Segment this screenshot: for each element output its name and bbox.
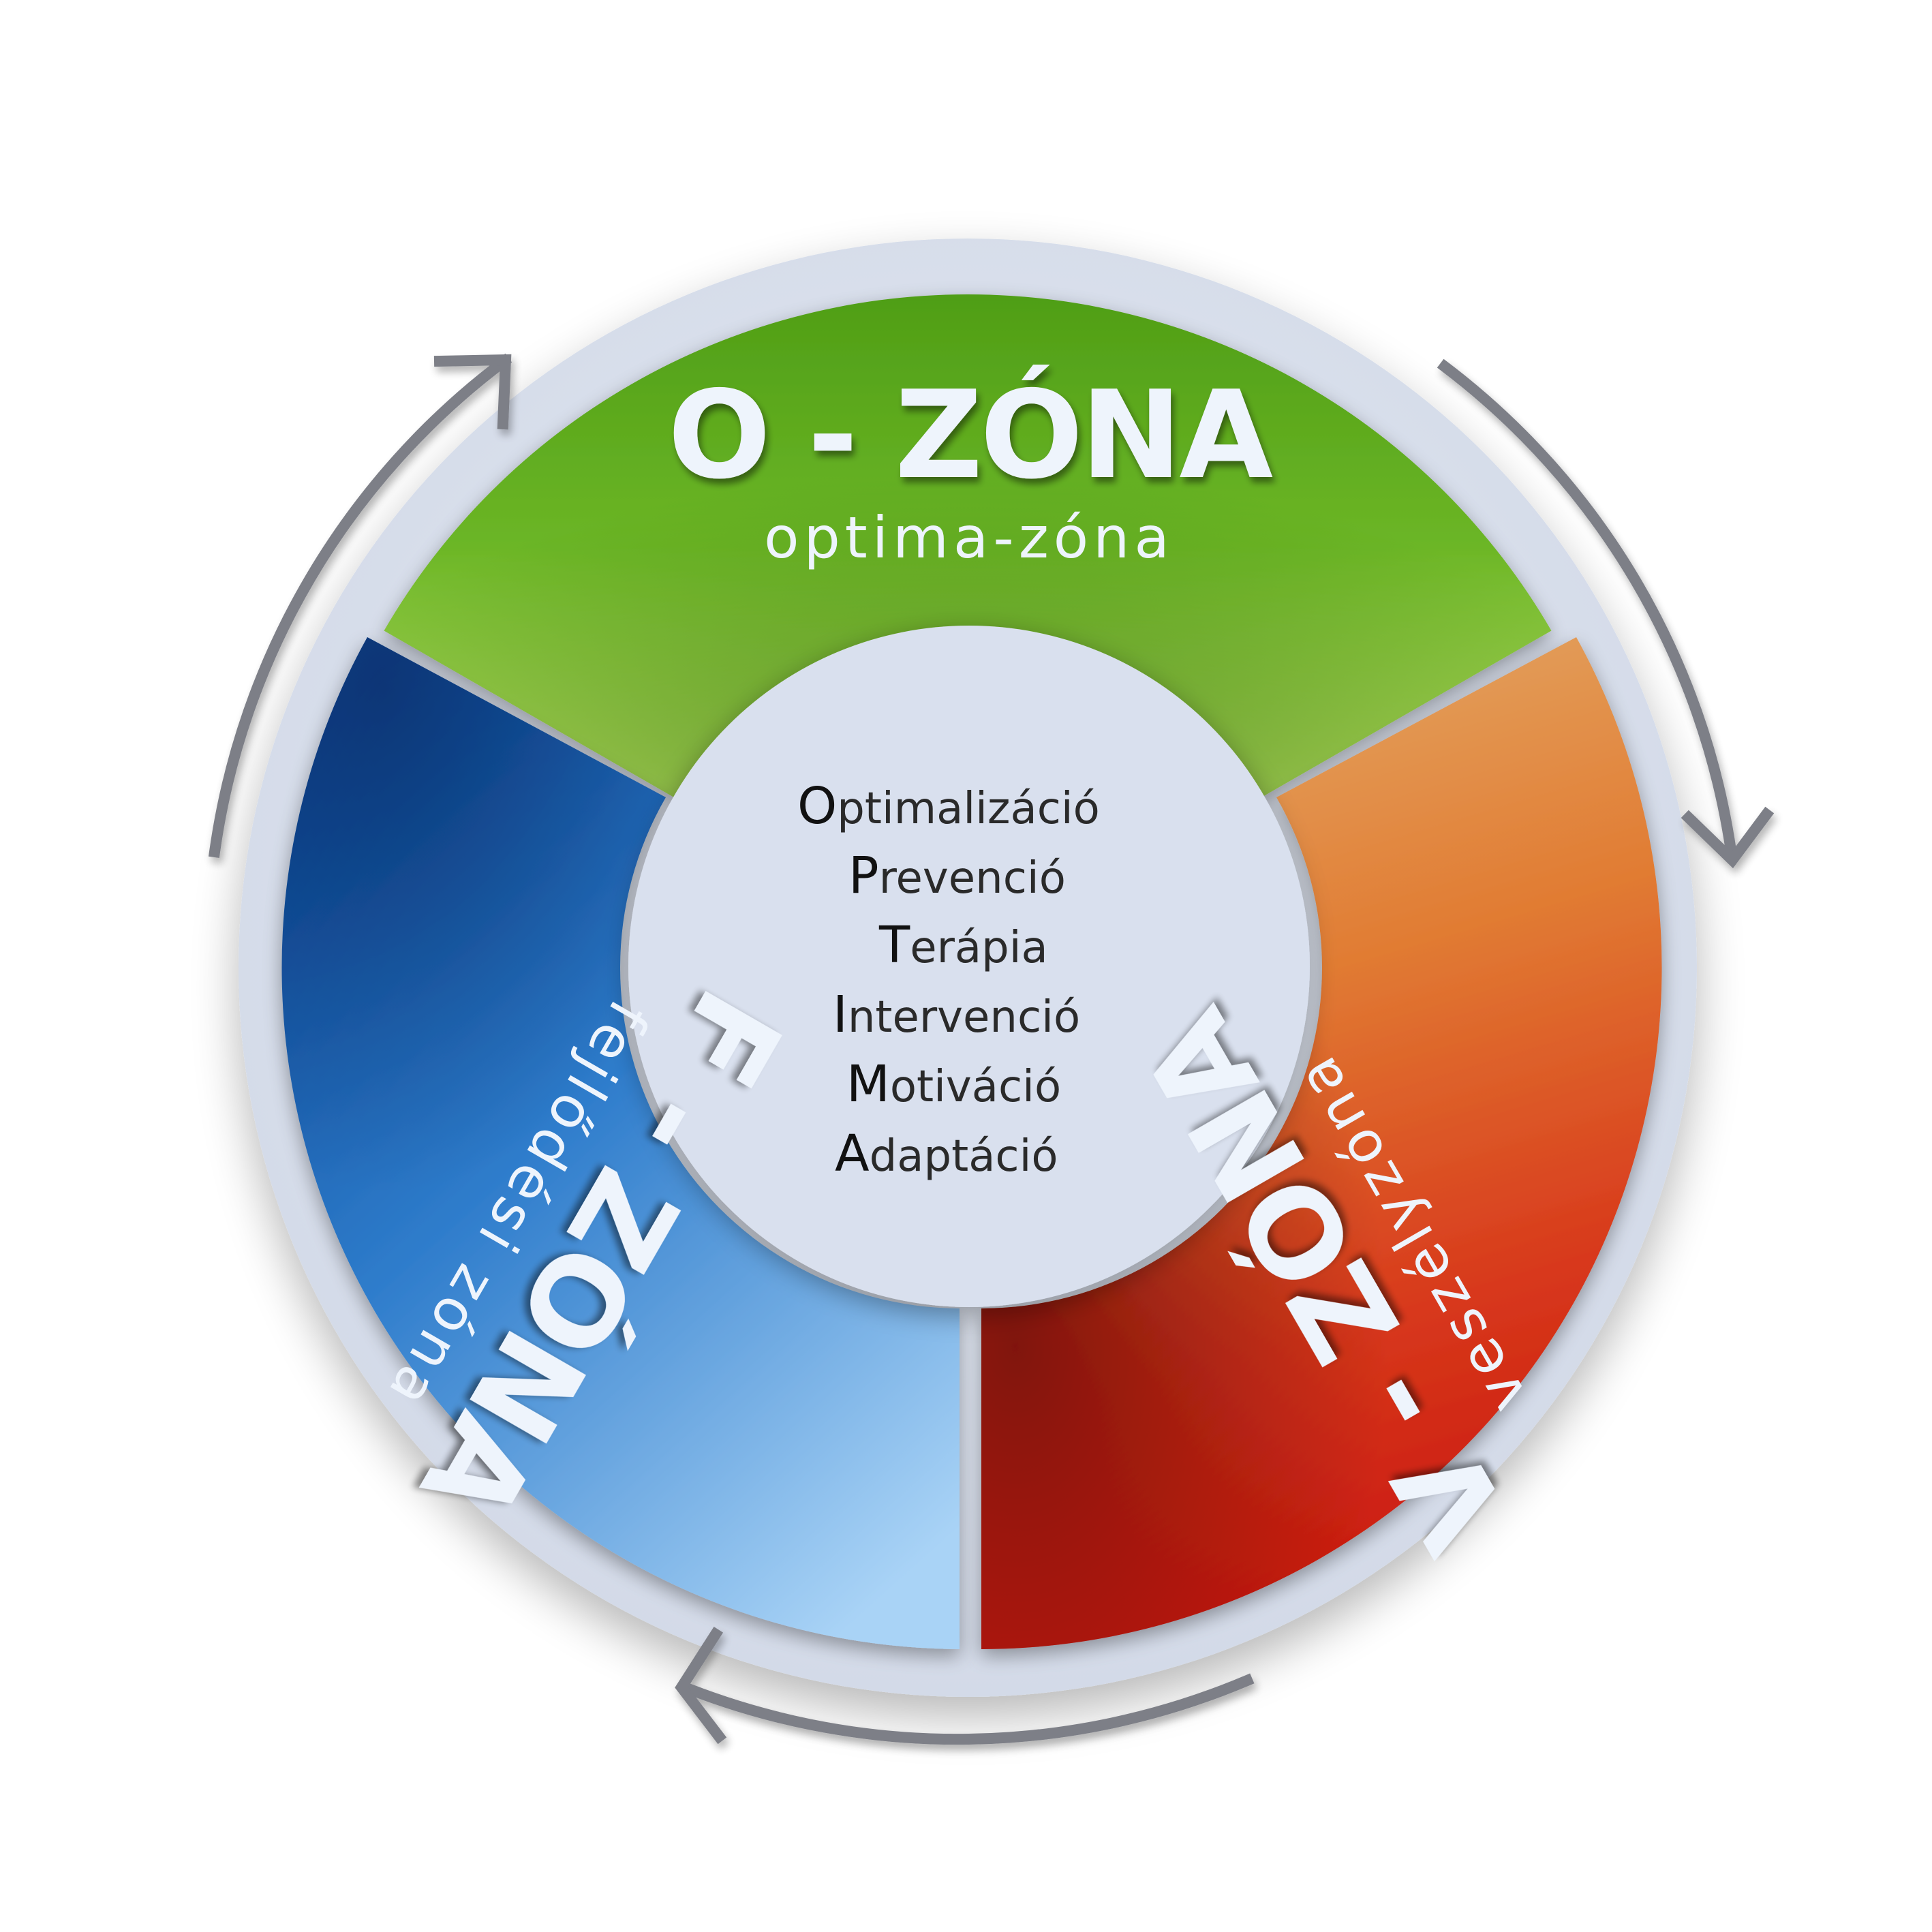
zone-o-title: O - ZÓNA	[668, 365, 1272, 506]
center-circle	[628, 626, 1310, 1307]
zone-o-segment[interactable]	[384, 294, 1552, 799]
zone-o-subtitle: optima-zóna	[764, 504, 1174, 571]
acronym-item: Intervenció	[833, 985, 1080, 1044]
acronym-item: Adaptáció	[835, 1124, 1058, 1183]
acronym-list: Optimalizáció Prevenció Terápia Interven…	[797, 777, 1100, 1183]
cycle-arrow-icon	[675, 1626, 1255, 1745]
cycle-arrow-icon	[208, 353, 512, 859]
zone-v-segment[interactable]	[981, 637, 1662, 1649]
acronym-item: Motiváció	[846, 1055, 1061, 1114]
acronym-item: Prevenció	[848, 846, 1066, 905]
acronym-item: Terápia	[878, 916, 1048, 975]
cycle-arrow-icon	[1437, 358, 1775, 869]
zone-f-segment[interactable]	[281, 637, 960, 1649]
acronym-item: Optimalizáció	[797, 777, 1100, 835]
zone-o-label: O - ZÓNA	[668, 365, 1275, 506]
